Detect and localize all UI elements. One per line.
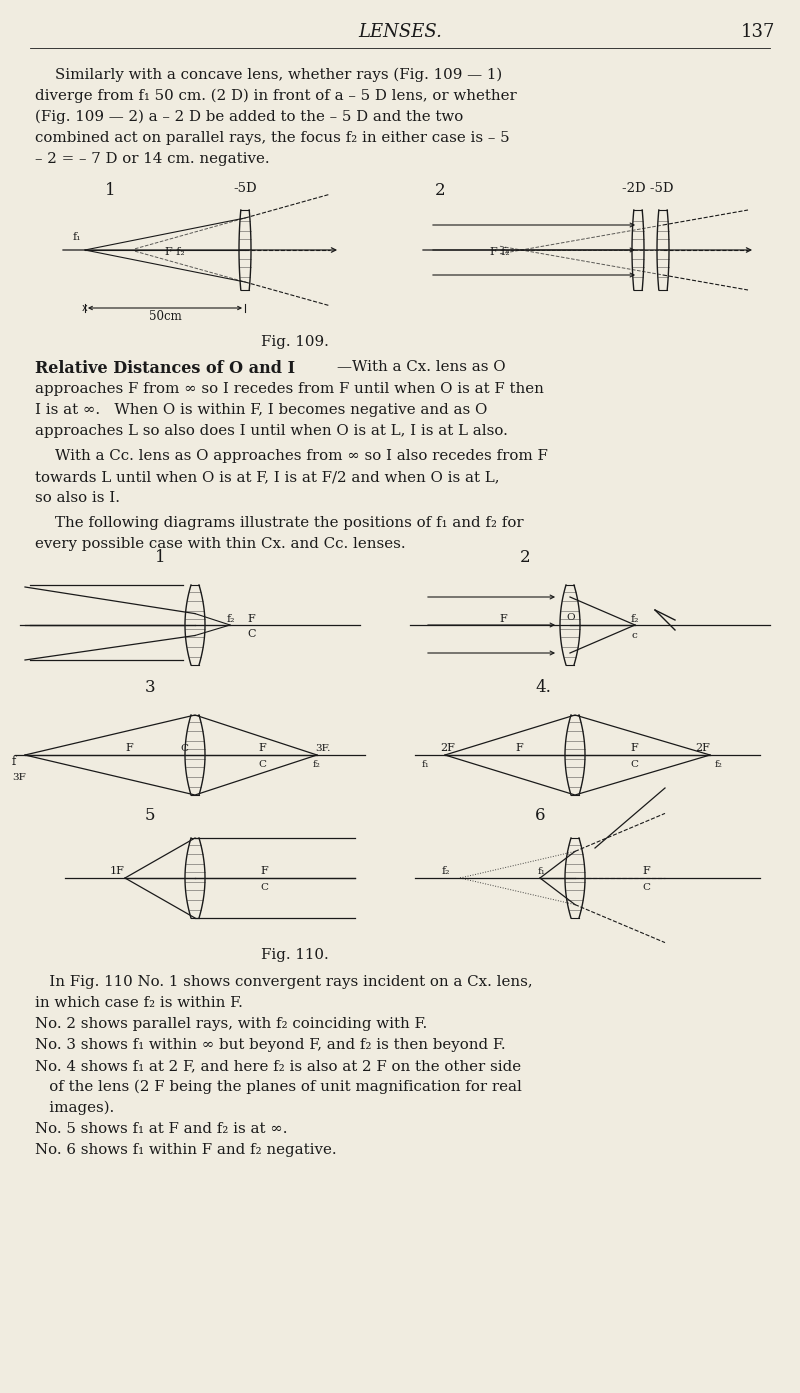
- Text: C: C: [642, 883, 650, 892]
- Text: F f₂: F f₂: [165, 247, 185, 256]
- Text: 3F: 3F: [12, 773, 26, 781]
- Text: C: C: [247, 630, 255, 639]
- Text: 3: 3: [145, 678, 156, 696]
- Text: 2: 2: [435, 182, 446, 199]
- Text: With a Cc. lens as O approaches from ∞ so I also recedes from F: With a Cc. lens as O approaches from ∞ s…: [55, 449, 548, 462]
- Text: No. 2 shows parallel rays, with f₂ coinciding with F.: No. 2 shows parallel rays, with f₂ coinc…: [35, 1017, 427, 1031]
- Text: No. 4 shows f₁ at 2 F, and here f₂ is also at 2 F on the other side: No. 4 shows f₁ at 2 F, and here f₂ is al…: [35, 1059, 521, 1073]
- Text: f₂: f₂: [227, 614, 235, 624]
- Text: F: F: [499, 614, 506, 624]
- Text: F: F: [630, 742, 638, 754]
- Text: approaches F from ∞ so I recedes from F until when O is at F then: approaches F from ∞ so I recedes from F …: [35, 382, 544, 396]
- Text: F: F: [260, 866, 268, 876]
- Text: f₁: f₁: [73, 233, 81, 242]
- Text: 137: 137: [741, 24, 775, 40]
- Text: F: F: [258, 742, 266, 754]
- Text: f₁: f₁: [538, 866, 546, 876]
- Text: 1: 1: [105, 182, 116, 199]
- Text: 1: 1: [155, 549, 166, 566]
- Text: diverge from f₁ 50 cm. (2 D) in front of a – 5 D lens, or whether: diverge from f₁ 50 cm. (2 D) in front of…: [35, 89, 517, 103]
- Text: Relative Distances of O and I: Relative Distances of O and I: [35, 359, 295, 378]
- Text: towards L until when O is at F, I is at F/2 and when O is at L,: towards L until when O is at F, I is at …: [35, 469, 499, 483]
- Text: every possible case with thin Cx. and Cc. lenses.: every possible case with thin Cx. and Cc…: [35, 536, 406, 552]
- Text: 2: 2: [520, 549, 530, 566]
- Text: In Fig. 110 No. 1 shows convergent rays incident on a Cx. lens,: In Fig. 110 No. 1 shows convergent rays …: [35, 975, 533, 989]
- Text: F: F: [247, 614, 254, 624]
- Text: 6: 6: [535, 807, 546, 825]
- Text: The following diagrams illustrate the positions of f₁ and f₂ for: The following diagrams illustrate the po…: [55, 515, 524, 529]
- Text: C: C: [180, 744, 188, 754]
- Text: f₂: f₂: [442, 866, 450, 876]
- Text: f₂: f₂: [715, 761, 723, 769]
- Text: F: F: [125, 742, 133, 754]
- Text: Fig. 110.: Fig. 110.: [261, 949, 329, 963]
- Text: No. 5 shows f₁ at F and f₂ is at ∞.: No. 5 shows f₁ at F and f₂ is at ∞.: [35, 1121, 287, 1137]
- Text: x: x: [82, 304, 88, 313]
- Text: No. 6 shows f₁ within F and f₂ negative.: No. 6 shows f₁ within F and f₂ negative.: [35, 1144, 337, 1158]
- Text: 2F: 2F: [695, 742, 710, 754]
- Text: C: C: [258, 761, 266, 769]
- Text: C: C: [630, 761, 638, 769]
- Text: LENSES.: LENSES.: [358, 24, 442, 40]
- Text: —With a Cx. lens as O: —With a Cx. lens as O: [337, 359, 506, 373]
- Text: – 2 = – 7 D or 14 cm. negative.: – 2 = – 7 D or 14 cm. negative.: [35, 152, 270, 166]
- Text: in which case f₂ is within F.: in which case f₂ is within F.: [35, 996, 243, 1010]
- Text: F: F: [642, 866, 650, 876]
- Text: f₂: f₂: [313, 761, 321, 769]
- Text: F f₂: F f₂: [490, 247, 510, 256]
- Text: 50cm: 50cm: [149, 311, 182, 323]
- Text: No. 3 shows f₁ within ∞ but beyond F, and f₂ is then beyond F.: No. 3 shows f₁ within ∞ but beyond F, an…: [35, 1038, 506, 1052]
- Text: (Fig. 109 — 2) a – 2 D be added to the – 5 D and the two: (Fig. 109 — 2) a – 2 D be added to the –…: [35, 110, 463, 124]
- Text: 3F.: 3F.: [315, 744, 330, 754]
- Text: f: f: [12, 755, 16, 768]
- Text: Fig. 109.: Fig. 109.: [261, 334, 329, 350]
- Text: c: c: [631, 631, 637, 639]
- Text: O: O: [566, 613, 574, 623]
- Text: 1F: 1F: [110, 866, 125, 876]
- Text: 2F: 2F: [440, 742, 455, 754]
- Text: images).: images).: [35, 1100, 114, 1116]
- Text: Similarly with a concave lens, whether rays (Fig. 109 — 1): Similarly with a concave lens, whether r…: [55, 68, 502, 82]
- Text: combined act on parallel rays, the focus f₂ in either case is – 5: combined act on parallel rays, the focus…: [35, 131, 510, 145]
- Text: of the lens (2 F being the planes of unit magnification for real: of the lens (2 F being the planes of uni…: [35, 1080, 522, 1095]
- Text: approaches L so also does I until when O is at L, I is at L also.: approaches L so also does I until when O…: [35, 423, 508, 437]
- Text: F: F: [515, 742, 522, 754]
- Text: -2D -5D: -2D -5D: [622, 182, 674, 195]
- Text: 5: 5: [145, 807, 155, 825]
- Text: f₂: f₂: [631, 614, 639, 624]
- Text: 4.: 4.: [535, 678, 551, 696]
- Text: C: C: [260, 883, 268, 892]
- Text: -5D: -5D: [233, 182, 257, 195]
- Text: so also is I.: so also is I.: [35, 490, 120, 506]
- Text: I is at ∞.   When O is within F, I becomes negative and as O: I is at ∞. When O is within F, I becomes…: [35, 403, 487, 417]
- Text: f₁: f₁: [422, 761, 430, 769]
